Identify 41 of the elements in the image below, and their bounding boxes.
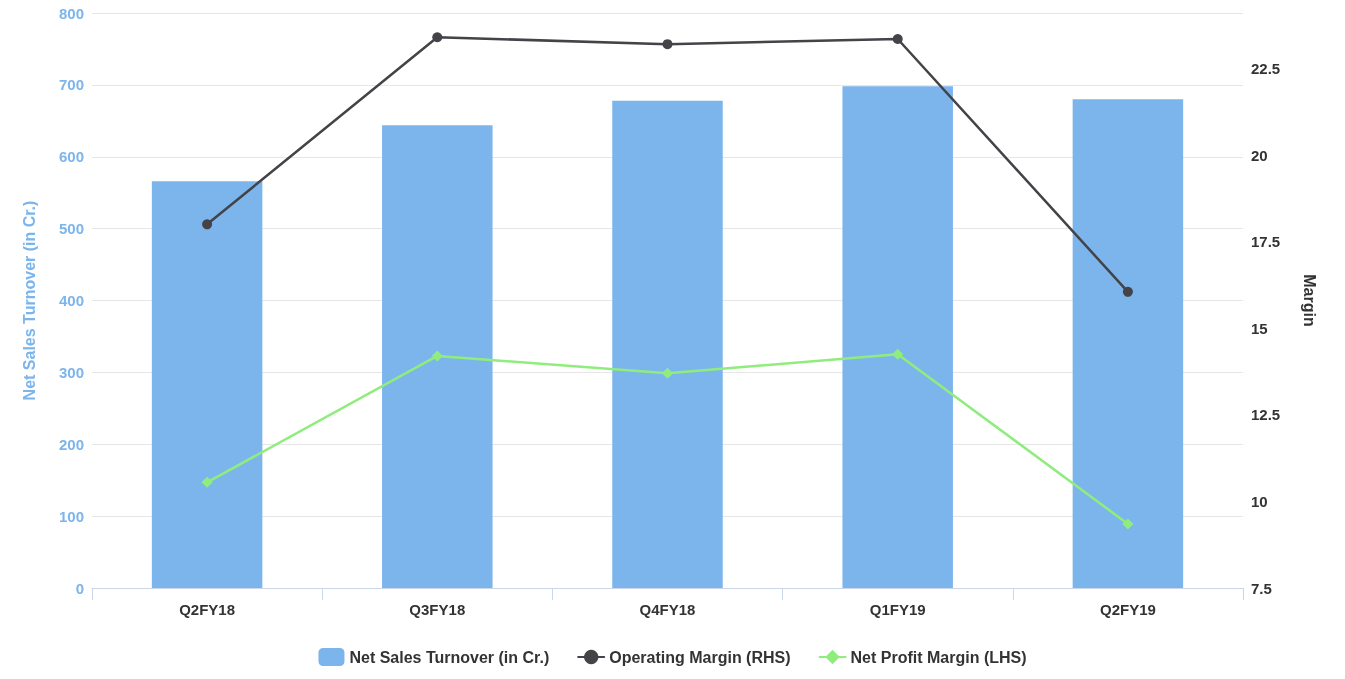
point (431, 350, 443, 362)
bar (612, 100, 723, 588)
x-tick-label: Q3FY18 (409, 601, 466, 618)
bar (382, 125, 493, 588)
y2-axis-title: Margin (1300, 274, 1318, 327)
y-tick-label: 300 (58, 363, 84, 381)
point (432, 32, 443, 43)
y2-tick-label: 22.5 (1251, 59, 1281, 77)
x-tick-label: Q4FY18 (639, 601, 696, 618)
x-tick-label: Q2FY18 (179, 601, 236, 618)
point (892, 33, 903, 44)
y2-tick-label: 20 (1251, 146, 1268, 164)
point (202, 219, 213, 230)
y2-tick-label: 10 (1251, 492, 1268, 510)
y-tick-label: 800 (58, 4, 84, 22)
legend-label: Net Profit Margin (LHS) (850, 648, 1027, 666)
point (1122, 518, 1134, 530)
y2-tick-label: 7.5 (1251, 579, 1272, 597)
y-axis-title: Net Sales Turnover (in Cr.) (20, 200, 38, 401)
point (1122, 286, 1133, 297)
bar (842, 86, 953, 588)
x-tick-label: Q1FY19 (869, 601, 926, 618)
y-tick-label: 500 (58, 220, 84, 238)
point (892, 348, 904, 360)
y2-tick-label: 17.5 (1251, 233, 1281, 251)
bar (151, 181, 263, 588)
legend-label: Operating Margin (RHS) (609, 648, 791, 666)
y2-tick-label: 12.5 (1251, 406, 1281, 424)
point (662, 367, 673, 379)
y2-tick-label: 15 (1251, 319, 1268, 337)
y-tick-label: 200 (58, 435, 84, 453)
y-tick-label: 700 (58, 76, 84, 94)
legend-label: Net Sales Turnover (in Cr.) (349, 648, 550, 666)
y-tick-label: 0 (75, 579, 84, 597)
point (201, 476, 213, 488)
y-tick-label: 600 (58, 148, 84, 166)
x-tick-label: Q2FY19 (1099, 601, 1156, 618)
y-tick-label: 100 (58, 507, 84, 525)
y-tick-label: 400 (58, 292, 84, 309)
bar (1072, 99, 1184, 588)
point (662, 39, 673, 50)
